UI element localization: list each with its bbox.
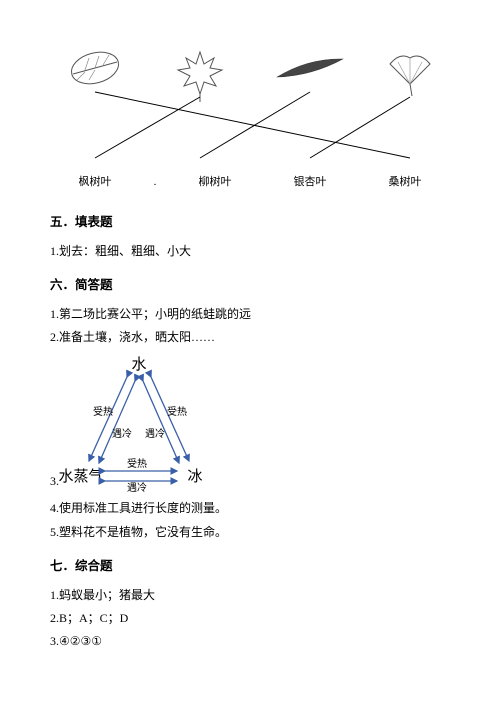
- leaf-label-3: 银杏叶: [260, 174, 360, 192]
- leaf-label-row: 枫树叶 . 柳树叶 银杏叶 桑树叶: [50, 174, 450, 192]
- leaf-ginkgo-icon: [390, 56, 430, 96]
- section-5-title: 五．填表题: [50, 212, 450, 232]
- s6-q1: 1.第二场比赛公平；小明的纸蛙跳的远: [50, 305, 450, 324]
- matching-lines: [95, 92, 410, 158]
- s7-q2: 2.B；A；C；D: [50, 609, 450, 628]
- s5-q1: 1.划去：粗细、粗细、小大: [50, 242, 450, 261]
- s7-q3: 3.④②③①: [50, 632, 450, 651]
- node-ice: 冰: [187, 468, 202, 485]
- edge-lbl-5: 受热: [127, 457, 147, 470]
- edge-lbl-3: 受热: [167, 405, 187, 418]
- s6-q4: 4.使用标准工具进行长度的测量。: [50, 499, 450, 518]
- leaf-label-1: 枫树叶: [50, 174, 140, 192]
- section-6-title: 六．简答题: [50, 275, 450, 295]
- water-cycle-diagram: 水 水蒸气 冰 受热 遇冷 受热 遇冷 受热 遇冷: [59, 353, 219, 493]
- leaf-label-4: 桑树叶: [360, 174, 450, 192]
- leaf-narrow-icon: [276, 56, 344, 79]
- leaf-oval-icon: [68, 47, 122, 88]
- edge-lbl-2: 遇冷: [112, 427, 132, 440]
- s6-q2: 2.准备土壤，浇水，晒太阳……: [50, 328, 450, 347]
- s6-q3-prefix: 3.: [50, 472, 59, 491]
- s7-q1: 1.蚂蚁最小；猪最大: [50, 586, 450, 605]
- node-water: 水: [131, 356, 146, 373]
- s6-q5: 5.塑料花不是植物，它没有生命。: [50, 523, 450, 542]
- node-steam: 水蒸气: [59, 468, 104, 485]
- leaf-label-dot: .: [140, 174, 170, 192]
- section-7-title: 七．综合题: [50, 556, 450, 576]
- edge-lbl-4: 遇冷: [145, 427, 165, 440]
- leaf-label-2: 柳树叶: [170, 174, 260, 192]
- edge-lbl-1: 受热: [93, 405, 113, 418]
- leaf-matching-diagram: [50, 40, 450, 160]
- leaf-maple-icon: [178, 52, 222, 102]
- edge-lbl-6: 遇冷: [127, 481, 147, 493]
